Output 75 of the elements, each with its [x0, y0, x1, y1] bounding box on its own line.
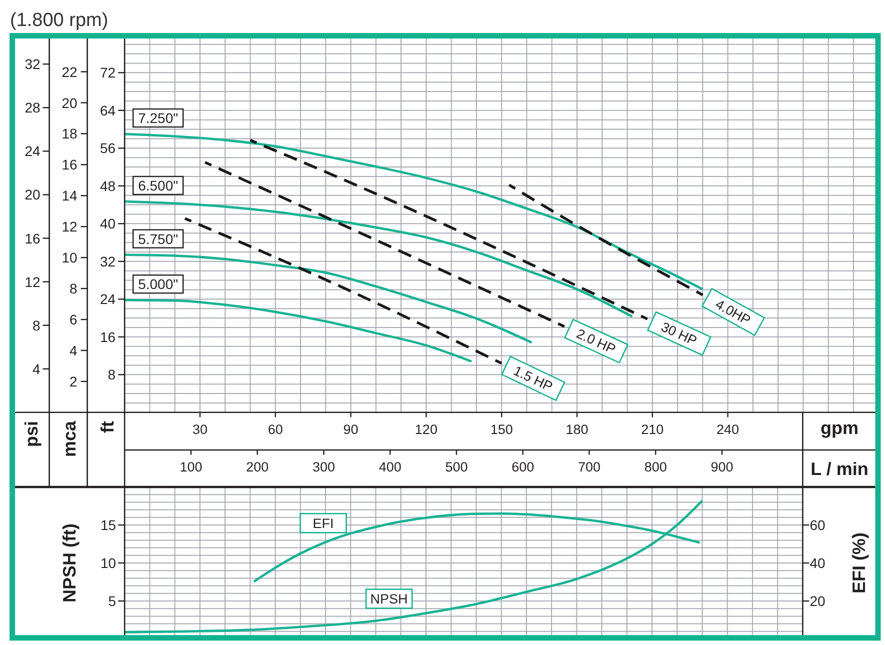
y2-tick-label: 6	[70, 312, 78, 328]
y-axis-title: ft	[97, 421, 118, 433]
y-tick-label: 10	[100, 555, 116, 572]
y-tick-label: 15	[100, 517, 116, 534]
y-tick-label: 72	[100, 64, 116, 81]
x2-axis-title: L / min	[810, 459, 868, 479]
x2-tick-label: 500	[445, 460, 468, 474]
y3-tick-label: 28	[24, 100, 41, 116]
y2-axis-title: mca	[59, 420, 80, 458]
y2-tick-label: 16	[62, 156, 78, 173]
chart-title: (1.800 rpm)	[10, 10, 108, 31]
line-series	[124, 298, 473, 363]
y-tick-label: 32	[100, 253, 116, 270]
y-tick-label: 8	[108, 366, 116, 383]
y3-tick-label: 4	[32, 360, 41, 377]
y3-tick-label: 12	[24, 274, 41, 290]
x-tick-label: 120	[414, 422, 438, 437]
line-series	[124, 200, 634, 318]
x2-tick-label: 600	[512, 460, 534, 474]
y2-tick-label: 18	[62, 126, 78, 142]
text: 2.0 HP	[574, 326, 618, 357]
x2-tick-label: 300	[312, 460, 335, 474]
y2-axis-title: EFI (%)	[848, 532, 869, 594]
x-tick-label: 150	[490, 422, 513, 437]
x2-tick-label: 900	[710, 460, 734, 474]
series-label: NPSH	[370, 592, 408, 607]
line-series	[124, 132, 704, 290]
y3-tick-label: 20	[24, 186, 41, 203]
text: 30 HP	[658, 319, 700, 348]
x2-tick-label: 100	[180, 460, 202, 474]
x-tick-label: 240	[716, 422, 740, 437]
y3-tick-label: 16	[24, 230, 41, 246]
y-tick-label: 48	[100, 178, 116, 194]
x2-tick-label: 400	[378, 460, 402, 474]
series-label: 7.250"	[138, 110, 178, 126]
y-tick-label: 56	[100, 140, 116, 156]
y2-tick-label: 40	[810, 555, 826, 572]
text: 4.0HP	[713, 296, 754, 328]
y-tick-label: 5	[108, 593, 116, 610]
series-label: 6.500"	[138, 178, 178, 194]
y3-axis-title: psi	[21, 421, 42, 448]
y2-tick-label: 22	[62, 64, 78, 80]
x-axis-title: gpm	[820, 418, 858, 438]
y3-tick-label: 8	[32, 317, 41, 334]
y2-tick-label: 60	[810, 517, 826, 534]
y2-tick-label: 14	[62, 188, 78, 204]
y3-tick-label: 32	[24, 56, 41, 72]
y2-tick-label: 10	[62, 250, 78, 266]
series-label: 5.750"	[138, 230, 178, 247]
x2-tick-label: 700	[578, 460, 600, 474]
x2-tick-label: 800	[644, 460, 667, 474]
line-series	[124, 499, 704, 634]
y-tick-label: 40	[100, 216, 116, 232]
y-axis-title: NPSH (ft)	[59, 524, 80, 602]
x2-tick-label: 200	[246, 460, 269, 474]
series-label: EFI	[312, 516, 334, 531]
x-tick-label: 60	[268, 422, 283, 437]
y-tick-label: 16	[100, 328, 116, 345]
y2-tick-label: 2	[70, 373, 78, 390]
x-tick-label: 180	[566, 422, 588, 437]
line-series	[124, 254, 533, 344]
y2-tick-label: 12	[62, 218, 78, 235]
y2-tick-label: 4	[70, 342, 78, 359]
line-series	[252, 512, 701, 583]
y-tick-label: 24	[100, 291, 116, 308]
y-tick-label: 64	[100, 102, 116, 118]
y2-tick-label: 8	[70, 280, 78, 297]
x-tick-label: 30	[192, 422, 208, 437]
y2-tick-label: 20	[62, 94, 78, 111]
text: 1.5 HP	[511, 363, 555, 394]
y3-tick-label: 24	[24, 143, 41, 160]
series-label: 5.000"	[138, 276, 178, 292]
x-tick-label: 90	[343, 422, 358, 437]
x-tick-label: 210	[641, 422, 664, 437]
y2-tick-label: 20	[810, 593, 826, 610]
